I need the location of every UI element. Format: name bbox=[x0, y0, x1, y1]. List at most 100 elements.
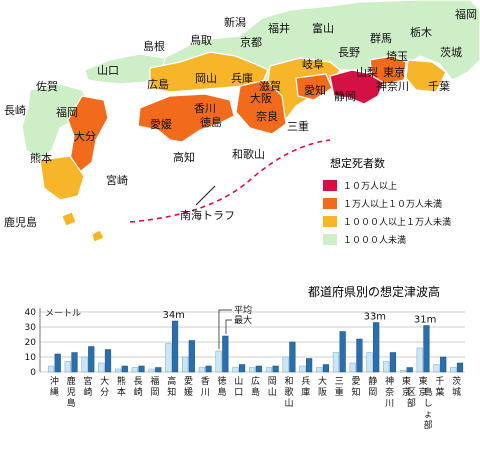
prefecture-labels: 福岡新潟鳥取福井 富山群馬 栃木島根 京都長野 埼玉 茨城山口 岐阜東京山梨神奈川佐賀 広島岡… bbox=[4, 7, 477, 229]
bar-max bbox=[222, 335, 229, 373]
category-label: 鹿児島 bbox=[67, 375, 76, 409]
prefecture-label: 福岡 bbox=[56, 105, 78, 119]
category-label: 神奈川 bbox=[385, 375, 394, 409]
prefecture-label: 広島 bbox=[147, 77, 169, 91]
bar-max bbox=[456, 362, 464, 373]
trough-label: 南海トラフ bbox=[180, 208, 235, 222]
y-tick-label: 20 bbox=[25, 338, 37, 348]
bar-average bbox=[64, 361, 71, 373]
series-legend-label: 最大 bbox=[234, 314, 252, 326]
peak-label: 34m bbox=[162, 310, 184, 321]
prefecture-label: 栃木 bbox=[410, 25, 432, 39]
y-tick-label: 30 bbox=[25, 323, 37, 333]
bar-max bbox=[104, 349, 112, 373]
y-tick-label: 40 bbox=[25, 308, 37, 318]
region-chiba bbox=[405, 59, 447, 93]
bar-average bbox=[198, 367, 205, 373]
prefecture-label: 静岡 bbox=[334, 89, 356, 103]
prefecture-label: 新潟 bbox=[224, 15, 246, 29]
prefecture-label: 奈良 bbox=[256, 109, 278, 123]
chart-category-labels: 沖縄鹿児島宮崎大分熊本長崎福岡高知愛媛香川徳島山口広島岡山和歌山兵庫大阪三重愛知… bbox=[50, 375, 461, 431]
legend-pointer-max bbox=[225, 319, 232, 334]
peak-label: 33m bbox=[364, 312, 386, 323]
y-tick-label: 10 bbox=[25, 353, 37, 363]
prefecture-label: 岐阜 bbox=[302, 58, 324, 71]
region-islands bbox=[61, 211, 105, 243]
bar-average bbox=[282, 356, 289, 373]
bar-max bbox=[171, 320, 179, 373]
category-label: 高知 bbox=[167, 375, 176, 398]
bar-max bbox=[389, 352, 397, 373]
category-label: 千葉 bbox=[435, 376, 444, 398]
region-kyushu-north bbox=[21, 83, 91, 161]
prefecture-label: 大分 bbox=[74, 129, 96, 143]
prefecture-label: 和歌山 bbox=[232, 147, 265, 161]
category-label: 東京島しょ部 bbox=[419, 375, 433, 431]
bar-max bbox=[121, 365, 128, 373]
tsunami-chart: 都道府県別の想定津波高 メートル 0 10 20 30 40 沖縄鹿児島宮崎大分熊本長崎… bbox=[25, 284, 465, 431]
prefecture-label: 佐賀 bbox=[36, 79, 58, 93]
map-legend: 想定死者数 １０万人以上 １万人以上１０万人未満 １０００人以上１万人未満 １０００人… bbox=[323, 156, 451, 246]
legend-label: １万人以上１０万人未満 bbox=[343, 198, 442, 210]
prefecture-label: 山口 bbox=[97, 64, 119, 77]
bar-max bbox=[88, 346, 95, 373]
bar-max bbox=[155, 367, 162, 373]
bar-max bbox=[339, 331, 346, 373]
region-kyushu-east bbox=[67, 95, 109, 173]
bar-average bbox=[114, 368, 122, 373]
bar-max bbox=[373, 322, 380, 373]
category-label: 静岡 bbox=[368, 375, 377, 398]
legend-title: 想定死者数 bbox=[330, 156, 385, 170]
category-label: 福岡 bbox=[150, 375, 159, 398]
prefecture-label: 長崎 bbox=[4, 103, 26, 117]
japan-map bbox=[21, 0, 480, 243]
prefecture-label: 京都 bbox=[240, 35, 262, 49]
bar-max bbox=[423, 325, 430, 373]
bar-average bbox=[98, 362, 105, 373]
legend-label: １０００人以上１万人未満 bbox=[343, 216, 451, 228]
bar-average bbox=[416, 347, 423, 373]
category-label: 宮崎 bbox=[83, 375, 92, 398]
prefecture-label: 兵庫 bbox=[231, 71, 253, 85]
category-label: 長崎 bbox=[134, 376, 143, 398]
bar-max bbox=[71, 352, 78, 373]
category-label: 東京区部 bbox=[402, 375, 416, 409]
prefecture-label: 群馬 bbox=[370, 31, 392, 45]
chart-bars bbox=[47, 320, 464, 373]
bar-average bbox=[232, 367, 239, 373]
bar-max bbox=[255, 365, 262, 373]
bar-average bbox=[165, 343, 172, 373]
prefecture-label: 大阪 bbox=[250, 91, 272, 105]
category-label: 大阪 bbox=[318, 375, 327, 398]
prefecture-label: 高知 bbox=[173, 150, 195, 164]
prefecture-label: 徳島 bbox=[200, 115, 222, 129]
bar-max bbox=[440, 356, 447, 373]
bar-max bbox=[205, 365, 212, 373]
bar-average bbox=[366, 352, 373, 373]
bar-average bbox=[433, 364, 440, 373]
y-axis-label: メートル bbox=[45, 309, 81, 319]
legend-swatch bbox=[323, 198, 337, 209]
category-label: 山口 bbox=[234, 376, 243, 398]
prefecture-label: 宮崎 bbox=[106, 173, 128, 187]
category-label: 茨城 bbox=[452, 375, 461, 398]
prefecture-label: 長野 bbox=[338, 46, 360, 59]
prefecture-label: 島根 bbox=[143, 39, 165, 53]
category-label: 熊本 bbox=[117, 375, 126, 398]
bar-average bbox=[349, 362, 356, 373]
bar-average bbox=[215, 350, 222, 373]
category-label: 岡山 bbox=[268, 376, 277, 398]
region-kanto-coast bbox=[369, 55, 407, 85]
bar-average bbox=[148, 368, 155, 373]
bar-average bbox=[182, 356, 189, 373]
category-label: 広島 bbox=[251, 375, 260, 398]
bar-max bbox=[272, 365, 279, 373]
bar-average bbox=[332, 352, 340, 373]
prefecture-label: 鳥取 bbox=[190, 33, 212, 47]
category-label: 愛知 bbox=[352, 375, 361, 398]
prefecture-label: 愛媛 bbox=[150, 117, 172, 131]
prefecture-label: 山梨 bbox=[356, 65, 378, 79]
prefecture-label: 鹿児島 bbox=[4, 215, 37, 229]
category-label: 大分 bbox=[100, 375, 109, 398]
